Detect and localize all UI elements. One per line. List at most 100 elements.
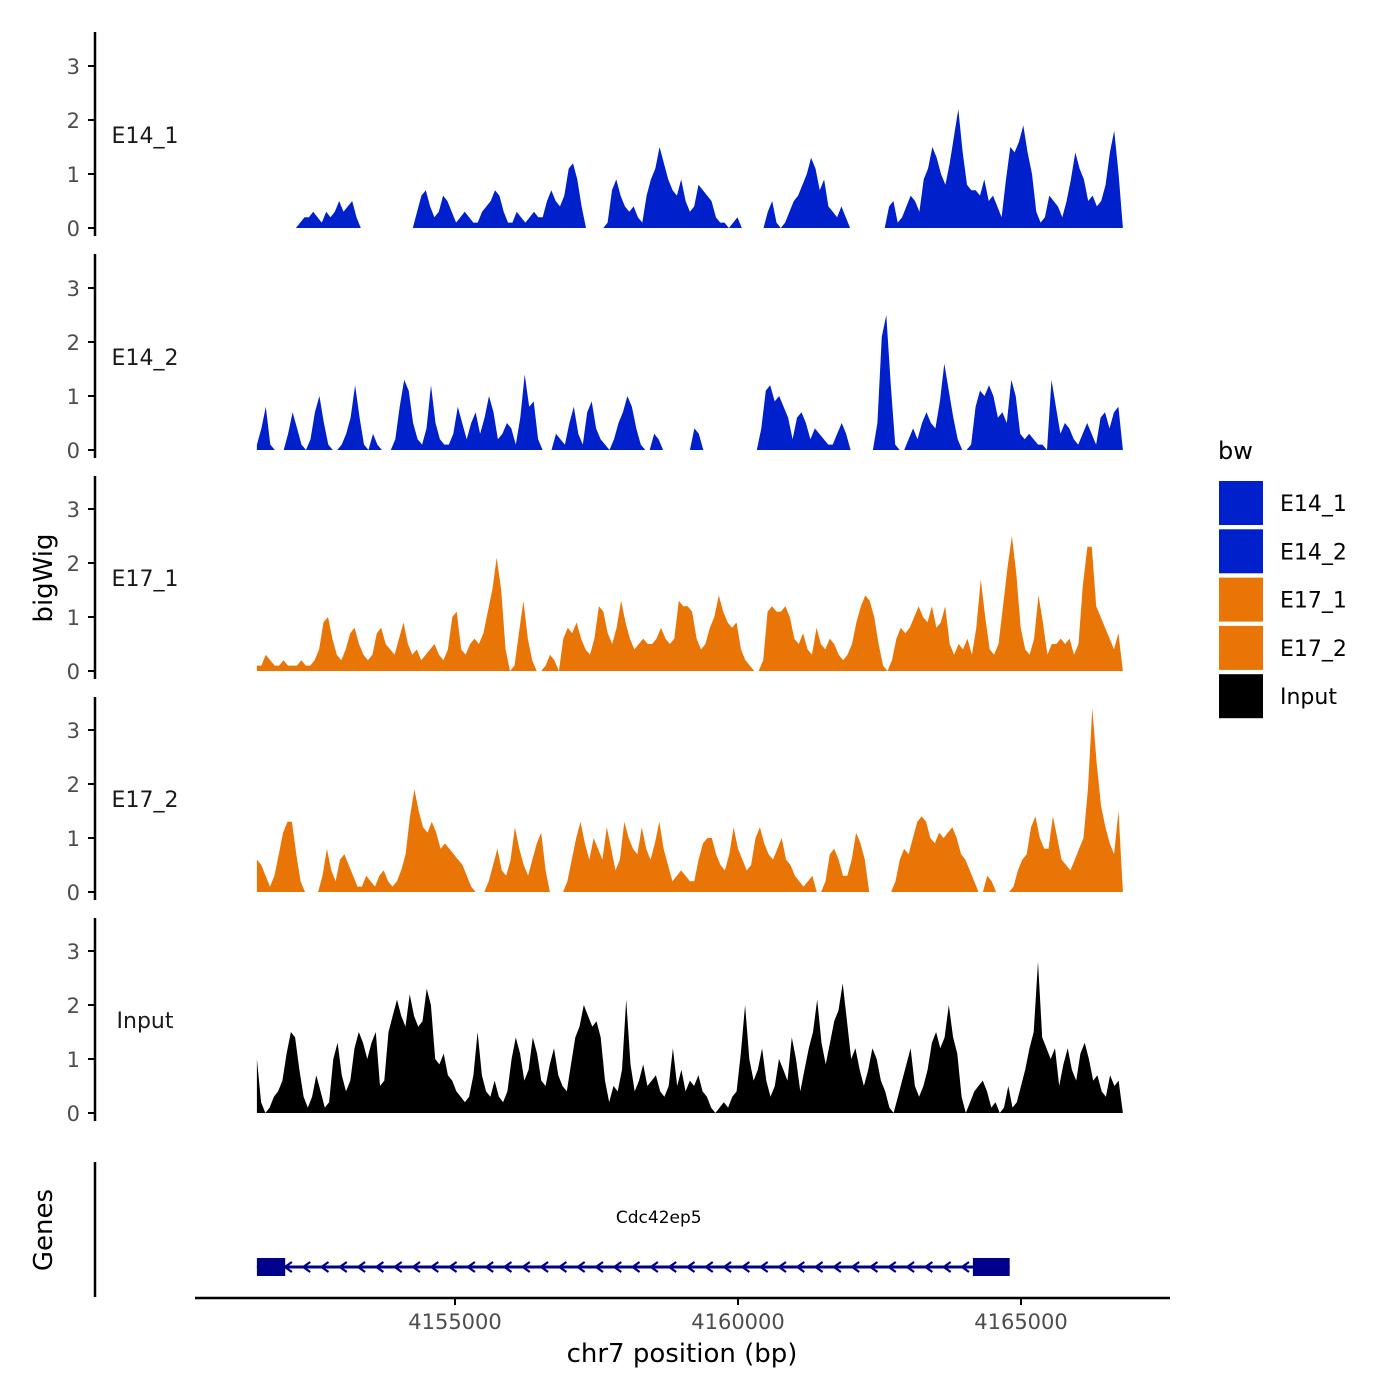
track-Input: 0 1 2 3 Input	[67, 918, 1123, 1126]
strand-arrow	[868, 1261, 879, 1273]
track-label: E14_1	[112, 124, 179, 149]
y-tick-label: 1	[67, 163, 80, 187]
y-tick-label: 0	[67, 217, 80, 241]
strand-arrow	[795, 1261, 805, 1273]
genes-axis-title: Genes	[29, 1189, 59, 1271]
y-axis-title: bigWig	[29, 533, 59, 622]
strand-arrow	[740, 1261, 751, 1273]
legend-title: bw	[1218, 437, 1253, 465]
y-tick-label: 1	[67, 1048, 80, 1072]
strand-arrow	[923, 1261, 934, 1273]
track-label: E17_2	[112, 788, 179, 813]
strand-arrow	[722, 1261, 732, 1273]
strand-arrow	[905, 1261, 915, 1273]
track-E17_2: 0 1 2 3 E17_2	[67, 697, 1123, 905]
strand-arrow	[337, 1261, 348, 1273]
strand-arrow	[466, 1261, 476, 1273]
strand-arrow	[685, 1261, 696, 1273]
strand-arrow	[539, 1261, 549, 1273]
track-E17_1: 0 1 2 3 E17_1	[67, 476, 1123, 684]
y-tick-label: 3	[67, 55, 80, 79]
y-tick-label: 0	[67, 660, 80, 684]
y-tick-label: 0	[67, 439, 80, 463]
strand-arrow	[630, 1261, 641, 1273]
strand-arrow	[649, 1261, 659, 1273]
gene-models: Cdc42ep5	[256, 1208, 1010, 1276]
strand-arrow	[703, 1261, 714, 1273]
signal-area-E17_1	[256, 536, 1123, 671]
y-tick-label: 0	[67, 881, 80, 905]
y-tick-label: 2	[67, 109, 80, 133]
y-tick-label: 0	[67, 1102, 80, 1126]
signal-area-E14_2	[256, 315, 1123, 450]
legend-swatch-E14_2	[1219, 529, 1263, 574]
legend-swatch-E14_1	[1219, 481, 1263, 525]
strand-arrow	[612, 1261, 622, 1273]
legend-swatch-Input	[1219, 674, 1263, 719]
y-tick-label: 2	[67, 331, 80, 355]
gene-Cdc42ep5: Cdc42ep5	[256, 1208, 1010, 1276]
strand-arrow	[502, 1261, 513, 1273]
y-tick-label: 3	[67, 277, 80, 301]
genes-panel: Genes Cdc42ep5	[29, 1162, 1010, 1297]
strand-arrow	[886, 1261, 897, 1273]
legend-label: E14_1	[1280, 492, 1347, 517]
track-label: E17_1	[112, 567, 179, 592]
strand-arrow	[594, 1261, 604, 1273]
legend: bw E14_1 E14_2 E17_1 E17_2 Input	[1218, 437, 1347, 719]
track-label: Input	[117, 1009, 174, 1034]
strand-arrow	[411, 1261, 421, 1273]
strand-arrow	[960, 1261, 970, 1273]
strand-arrow	[941, 1261, 952, 1273]
y-tick-label: 1	[67, 827, 80, 851]
strand-arrow	[356, 1261, 366, 1273]
y-tick-label: 1	[67, 606, 80, 630]
x-tick-label: 4160000	[691, 1310, 785, 1334]
strand-arrow	[667, 1261, 677, 1273]
strand-arrow	[758, 1261, 769, 1273]
legend-label: E14_2	[1280, 540, 1347, 565]
x-tick-label: 4165000	[974, 1310, 1068, 1334]
y-tick-label: 3	[67, 719, 80, 743]
x-ticks: 4155000 4160000 4165000	[408, 1298, 1068, 1334]
y-tick-label: 3	[67, 498, 80, 522]
legend-label: Input	[1280, 685, 1337, 710]
strand-arrow	[301, 1261, 311, 1273]
strand-arrow	[777, 1261, 787, 1273]
strand-arrow	[520, 1261, 531, 1273]
signal-tracks: 0 1 2 3 E14_1 0 1 2 3 E14_2 0 1 2 3 E17_1 0 1 2 3 E17_2 0 1 2 3…	[67, 32, 1123, 1126]
track-E14_1: 0 1 2 3 E14_1	[67, 32, 1123, 241]
y-tick-label: 1	[67, 385, 80, 409]
strand-arrow	[319, 1261, 330, 1273]
signal-area-E17_2	[256, 708, 1123, 892]
strand-arrow	[374, 1261, 385, 1273]
y-tick-label: 2	[67, 552, 80, 576]
x-axis: 4155000 4160000 4165000 chr7 position (bp)	[195, 1296, 1170, 1369]
x-tick-label: 4155000	[408, 1310, 502, 1334]
gene-name-label: Cdc42ep5	[616, 1208, 702, 1228]
legend-label: E17_1	[1280, 589, 1347, 614]
gene-exon	[256, 1258, 286, 1276]
strand-arrow	[813, 1261, 824, 1273]
signal-area-E14_1	[256, 109, 1123, 228]
strand-arrow	[392, 1261, 403, 1273]
strand-arrow	[484, 1261, 494, 1273]
strand-arrow	[557, 1261, 568, 1273]
signal-area-Input	[256, 961, 1123, 1113]
y-tick-label: 2	[67, 994, 80, 1018]
gene-exon	[972, 1258, 1010, 1276]
legend-items: E14_1 E14_2 E17_1 E17_2 Input	[1219, 481, 1347, 719]
legend-swatch-E17_2	[1219, 625, 1263, 670]
y-tick-label: 3	[67, 940, 80, 964]
legend-swatch-E17_1	[1219, 577, 1263, 622]
y-tick-label: 2	[67, 773, 80, 797]
strand-arrow	[575, 1261, 586, 1273]
strand-arrow	[850, 1261, 860, 1273]
legend-label: E17_2	[1280, 637, 1347, 662]
track-label: E14_2	[112, 346, 179, 371]
track-E14_2: 0 1 2 3 E14_2	[67, 254, 1123, 463]
x-axis-title: chr7 position (bp)	[567, 1339, 798, 1369]
strand-arrow	[429, 1261, 439, 1273]
strand-arrow	[832, 1261, 842, 1273]
